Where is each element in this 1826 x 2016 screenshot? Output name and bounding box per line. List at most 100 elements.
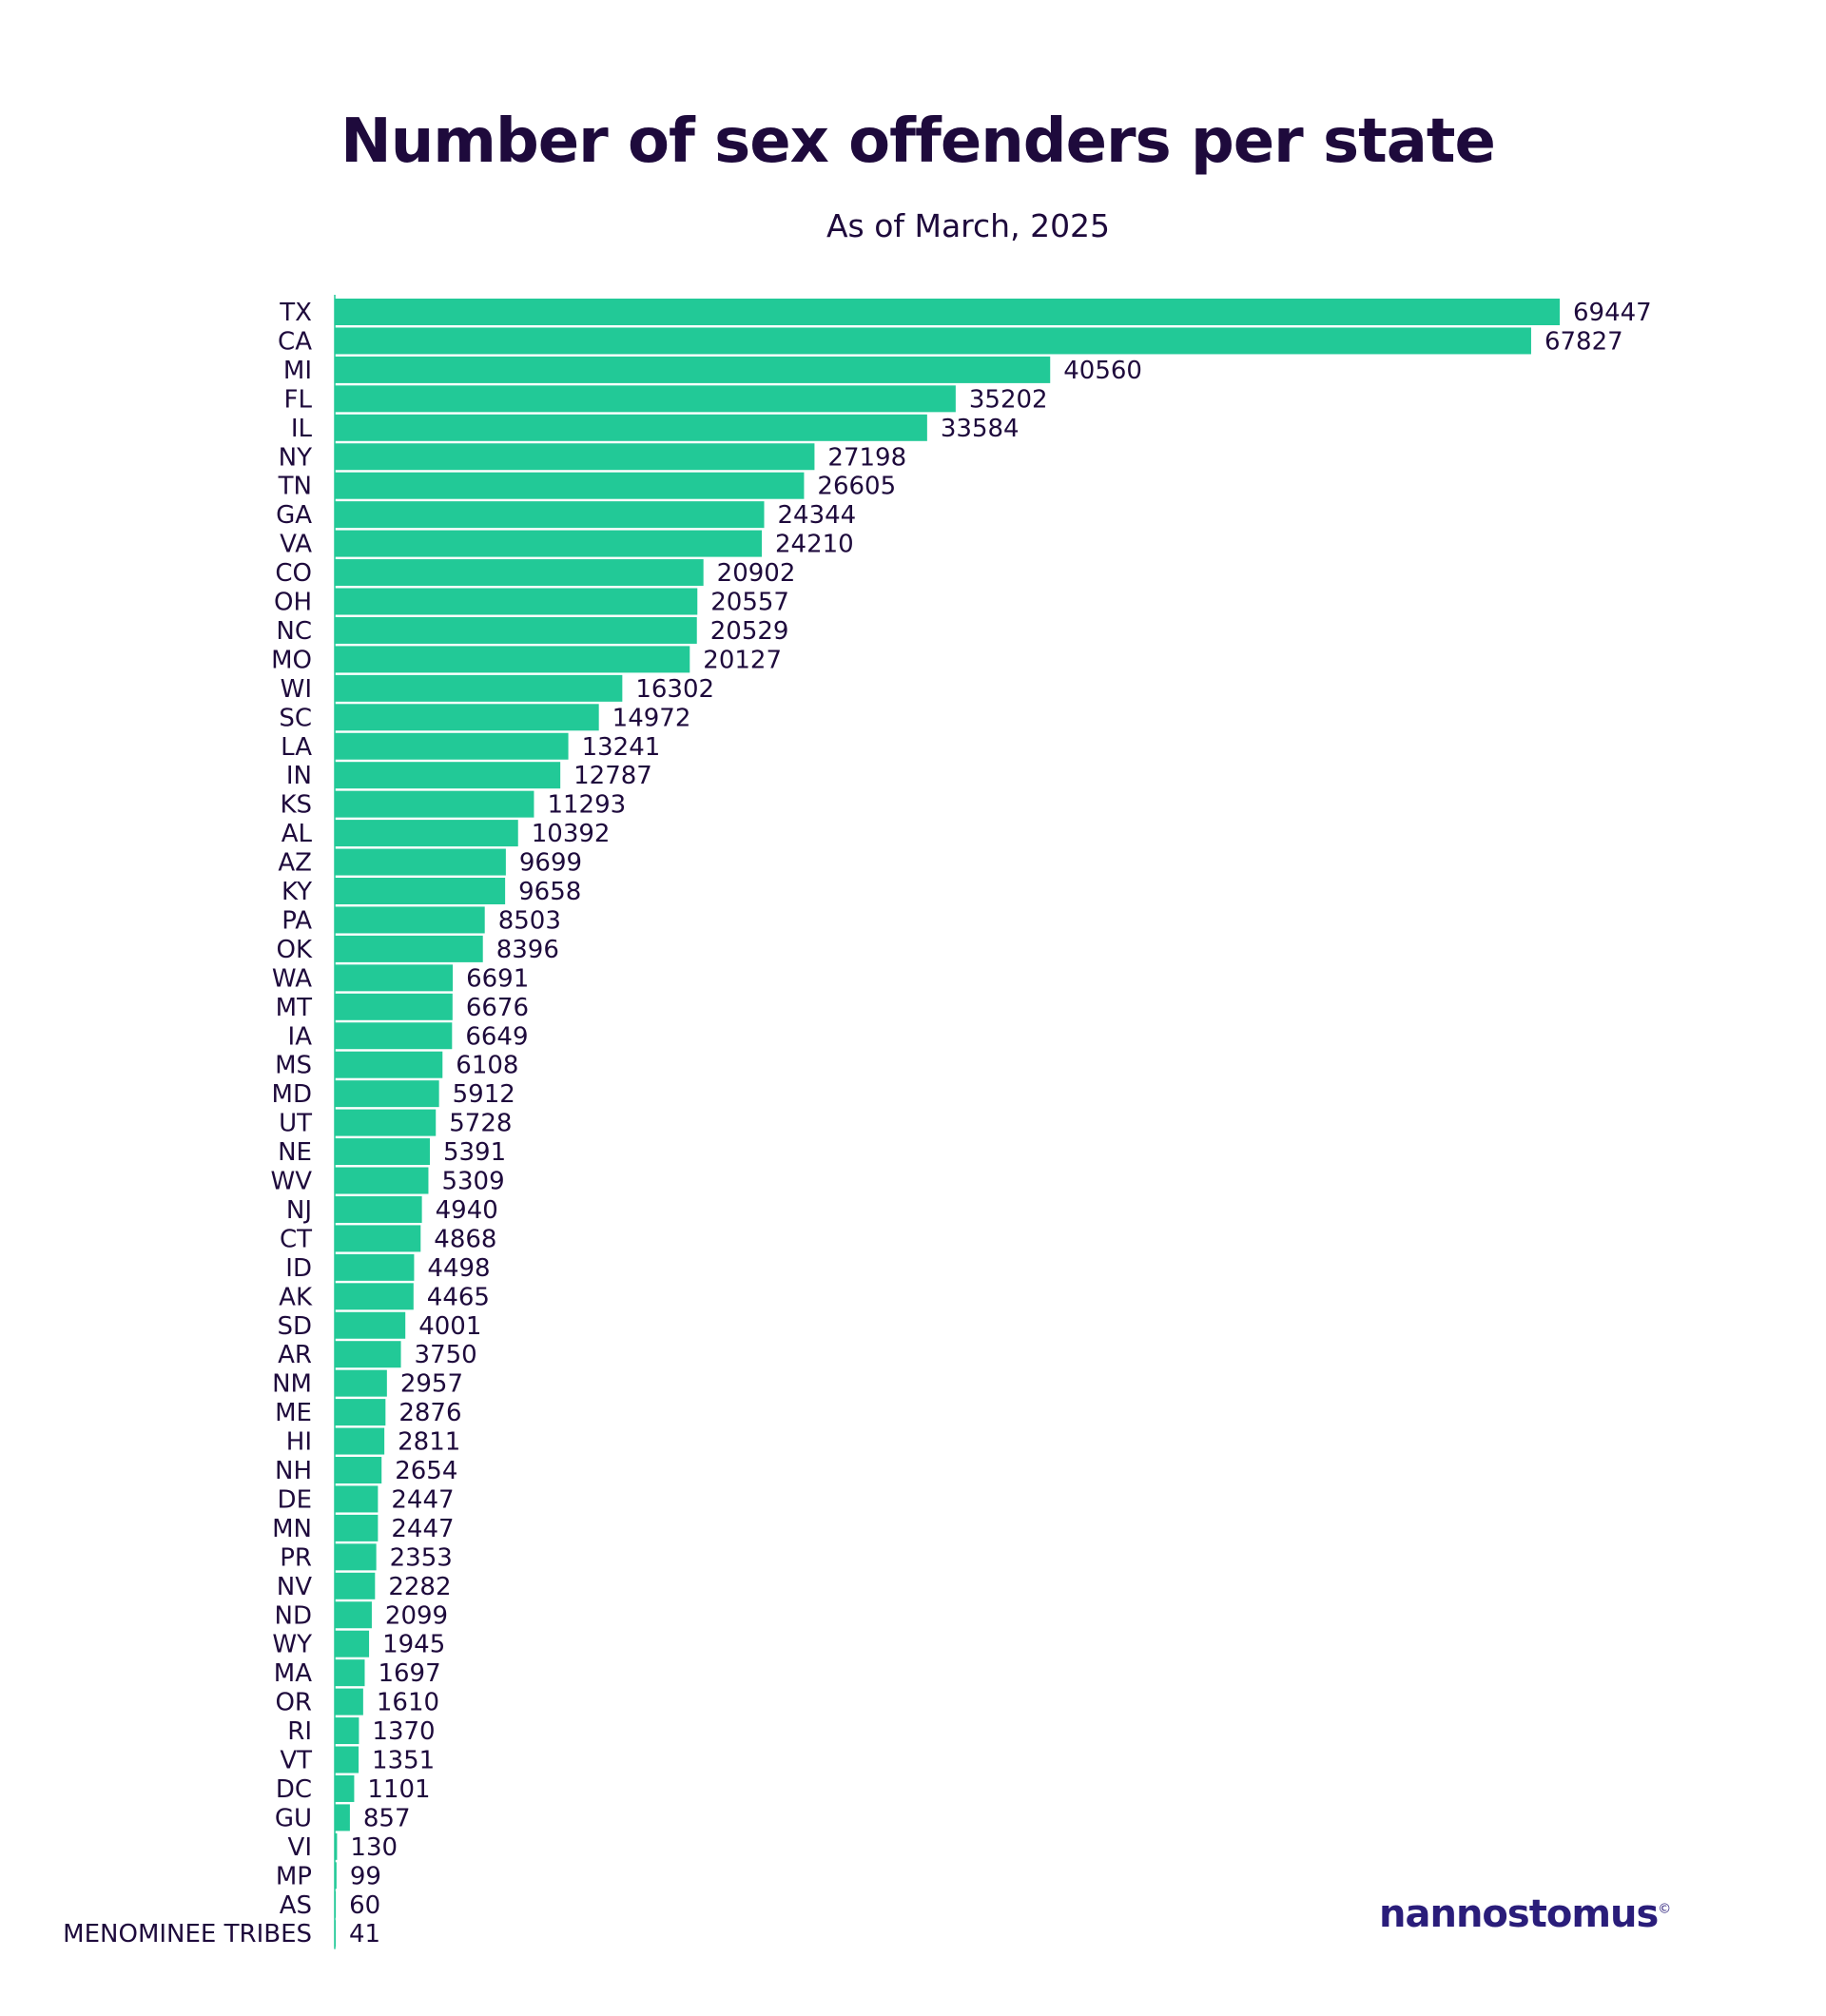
bar-nd (335, 1601, 372, 1629)
bar-me (335, 1399, 386, 1426)
data-label: 5309 (441, 1168, 504, 1196)
data-label: 4868 (434, 1225, 496, 1253)
data-label: 10392 (532, 820, 611, 848)
category-label: DC (276, 1775, 312, 1804)
data-label: 857 (363, 1804, 411, 1832)
data-label: 2811 (398, 1428, 460, 1457)
bar-mi (335, 356, 1051, 383)
category-label: MO (271, 646, 312, 674)
data-label: 5391 (443, 1138, 506, 1167)
bar-wa (335, 964, 454, 992)
bar-ma (335, 1659, 365, 1687)
data-label: 4001 (418, 1312, 481, 1341)
category-label: OR (275, 1689, 312, 1717)
bar-ak (335, 1283, 414, 1310)
category-label: AR (278, 1341, 312, 1369)
bar-tx (335, 299, 1560, 325)
bar-ny (335, 443, 815, 471)
data-label: 69447 (1573, 299, 1652, 327)
data-label: 1697 (378, 1659, 440, 1688)
data-label: 6649 (465, 1022, 528, 1051)
category-label: UT (279, 1110, 312, 1138)
bar-tn (335, 472, 805, 499)
bar-vi (335, 1832, 338, 1860)
category-label: IA (288, 1022, 313, 1051)
bar-sd (335, 1311, 406, 1339)
category-label: AK (279, 1283, 313, 1311)
category-label: TX (279, 299, 312, 327)
bar-md (335, 1080, 439, 1108)
chart-subtitle: As of March, 2025 (826, 207, 1111, 244)
bar-id (335, 1253, 415, 1281)
data-label: 20557 (710, 589, 789, 617)
data-label: 60 (349, 1891, 380, 1920)
category-label: NV (277, 1573, 312, 1601)
bar-wy (335, 1630, 370, 1657)
category-label: ME (275, 1399, 312, 1427)
category-label: CT (280, 1225, 312, 1253)
logo-mark: © (1658, 1901, 1671, 1917)
bar-ar (335, 1341, 401, 1368)
data-label: 12787 (573, 762, 652, 790)
bar-il (335, 414, 927, 441)
data-label: 16302 (635, 675, 714, 704)
bar-az (335, 848, 506, 876)
bar-oh (335, 588, 698, 615)
category-label: WY (272, 1631, 312, 1659)
bar-co (335, 559, 704, 587)
bar-ut (335, 1109, 437, 1136)
bar-ks (335, 790, 534, 818)
data-label: 1101 (367, 1775, 430, 1804)
category-label: KS (280, 791, 312, 820)
data-label: 6676 (466, 994, 529, 1022)
bar-in (335, 762, 561, 789)
category-label: SD (277, 1312, 312, 1341)
data-label: 5728 (449, 1110, 512, 1138)
bar-nv (335, 1572, 376, 1599)
category-label: CA (278, 327, 312, 356)
bar-nj (335, 1195, 422, 1223)
bar-ms (335, 1051, 443, 1078)
data-label: 8503 (498, 906, 561, 935)
category-label: NM (272, 1370, 312, 1399)
bar-nh (335, 1457, 382, 1483)
category-label: NE (278, 1138, 312, 1167)
data-label: 2447 (391, 1485, 454, 1514)
bar-ri (335, 1717, 359, 1745)
data-label: 14972 (612, 704, 691, 732)
data-label: 1351 (372, 1747, 435, 1775)
category-label: KY (282, 878, 312, 906)
category-label: WA (272, 964, 312, 993)
category-label: OK (276, 936, 312, 964)
bar-or (335, 1688, 363, 1716)
bar-sc (335, 704, 599, 731)
data-label: 13241 (582, 733, 661, 762)
category-label: AZ (278, 849, 312, 878)
category-label: GA (276, 501, 312, 530)
data-label: 35202 (969, 385, 1048, 414)
category-label: MS (275, 1052, 312, 1080)
category-label: NC (276, 617, 312, 646)
bar-ky (335, 878, 506, 904)
data-label: 33584 (941, 415, 1020, 443)
category-label: RI (287, 1717, 312, 1746)
data-label: 9699 (519, 849, 582, 878)
bar-hi (335, 1427, 385, 1455)
category-label: MI (283, 357, 312, 385)
data-label: 4465 (427, 1283, 490, 1311)
bar-ia (335, 1022, 453, 1050)
data-label: 8396 (496, 936, 559, 964)
bar-gu (335, 1804, 350, 1832)
brand-logo: nannostomus© (1379, 1892, 1671, 1936)
bar-mp (335, 1862, 337, 1890)
category-label: WI (281, 675, 312, 704)
data-label: 20902 (717, 559, 796, 588)
category-label: IL (291, 415, 313, 443)
bar-mo (335, 646, 690, 673)
bar-la (335, 732, 569, 760)
data-label: 67827 (1544, 327, 1623, 356)
category-label: MT (276, 994, 312, 1022)
data-label: 130 (350, 1833, 398, 1862)
data-label: 1945 (382, 1631, 445, 1659)
data-label: 1370 (372, 1717, 435, 1746)
